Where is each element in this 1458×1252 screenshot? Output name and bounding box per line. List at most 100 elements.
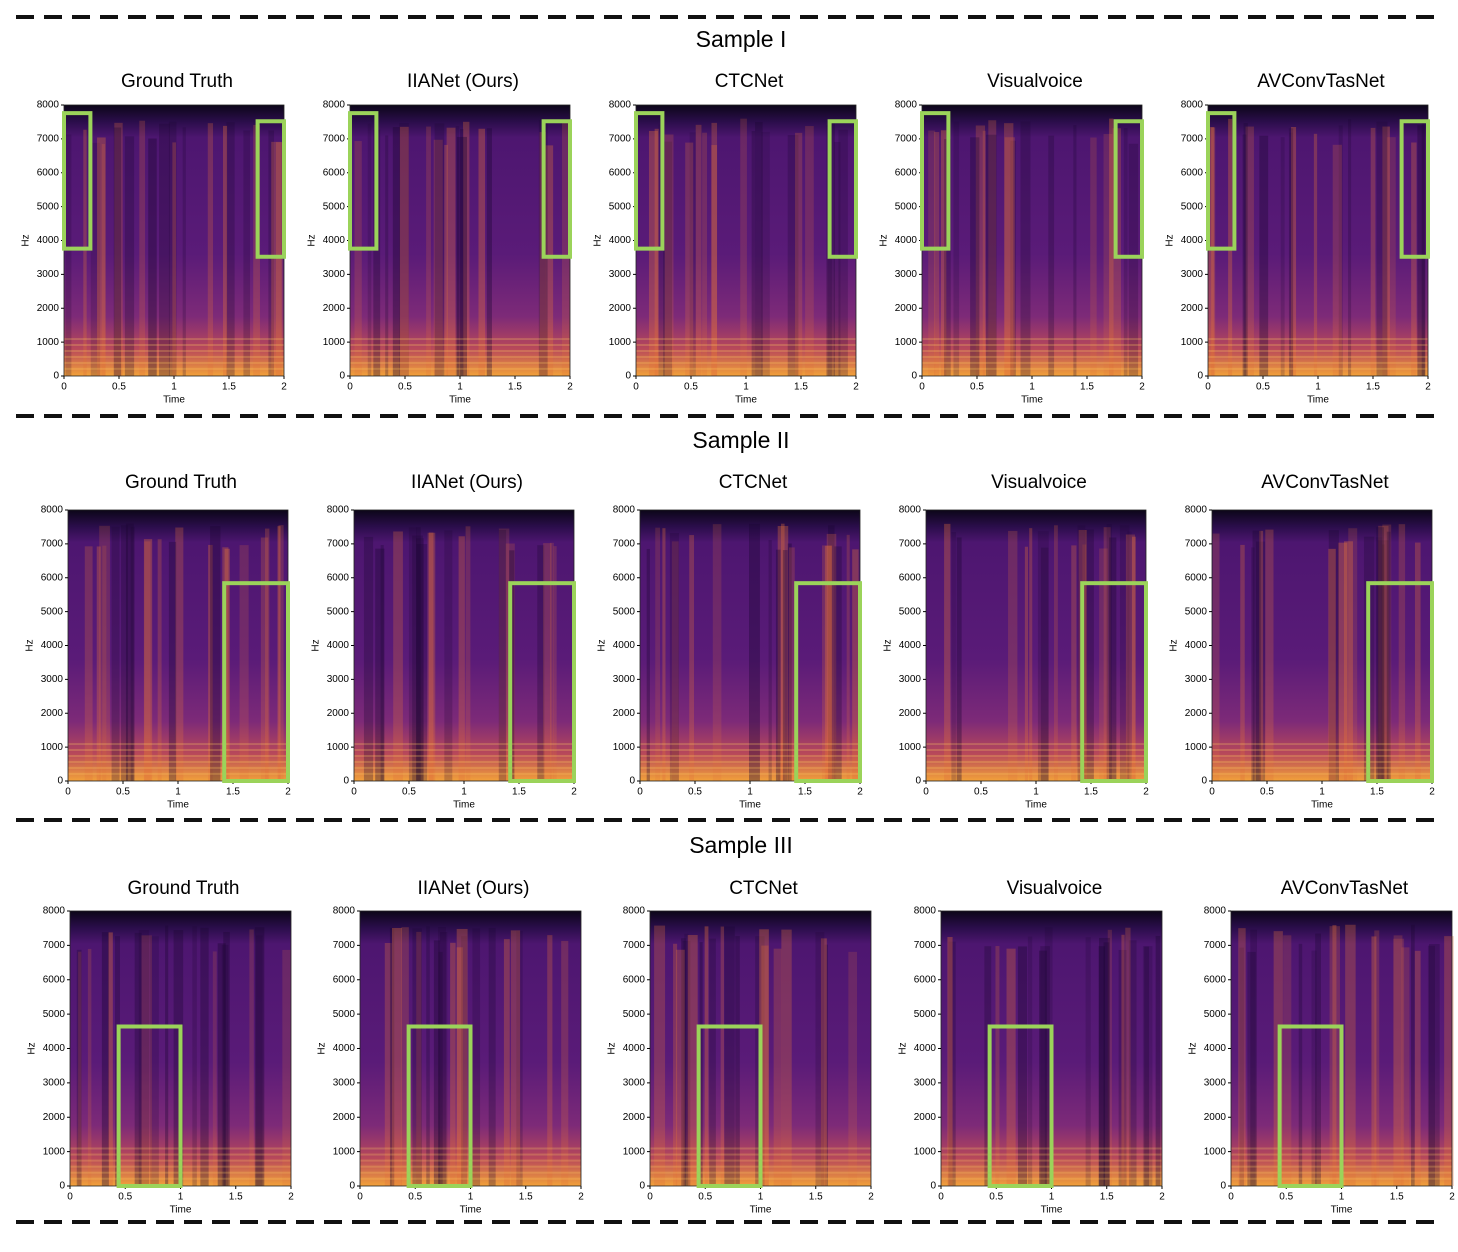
spectrogram-band [83, 129, 87, 376]
spectrogram-band [1444, 936, 1454, 1186]
spectrogram-band [1211, 127, 1216, 376]
y-tick-label: 4000 [333, 1043, 356, 1054]
spectrogram-band [282, 949, 292, 1186]
spectrogram-band [1239, 947, 1244, 1186]
x-tick-label: 2 [578, 1192, 584, 1203]
spectrogram-band [208, 544, 213, 781]
spectrogram-band [782, 550, 788, 781]
spectrogram-band [385, 135, 389, 376]
x-tick-label: 0.5 [989, 1192, 1003, 1203]
spectrogram-band [96, 546, 101, 781]
harmonic [1208, 344, 1428, 347]
y-tick-label: 3000 [41, 674, 64, 685]
spectrogram-band [159, 123, 170, 376]
spectrogram-band [934, 132, 940, 376]
harmonic [636, 349, 856, 352]
harmonic [1208, 355, 1428, 358]
spectrogram-band [375, 548, 385, 781]
spectrogram-band [416, 931, 422, 1186]
spectrogram-band [695, 124, 702, 376]
spectrogram-band [1338, 542, 1348, 781]
y-axis-label: Hz [1169, 639, 1180, 651]
y-tick-label: 2000 [899, 708, 922, 719]
spectrogram-band [1131, 536, 1136, 781]
x-tick-label: 0 [637, 787, 643, 798]
x-tick-label: 0 [65, 787, 71, 798]
harmonic [1208, 338, 1428, 341]
x-tick-label: 2 [1159, 1192, 1165, 1203]
spectrogram-band [944, 523, 951, 781]
y-tick-label: 7000 [895, 134, 918, 145]
x-tick-label: 2 [868, 1192, 874, 1203]
y-tick-label: 1000 [623, 1146, 646, 1157]
y-tick-label: 7000 [37, 134, 60, 145]
y-tick-label: 6000 [1204, 974, 1227, 985]
spectrogram-panel: CTCNet 0 1000 2000 3000 4000 5000 6000 7000 8000 0… [593, 71, 860, 406]
y-tick-label: 4000 [1181, 235, 1204, 246]
x-tick-label: 0 [1205, 382, 1211, 393]
y-tick-label: 5000 [333, 1009, 356, 1020]
x-tick-label: 1 [175, 787, 181, 798]
harmonic [68, 760, 288, 763]
spectrogram-band [1006, 948, 1016, 1186]
harmonic [636, 344, 856, 347]
y-axis-label: Hz [597, 639, 608, 651]
x-tick-label: 0.5 [970, 382, 984, 393]
harmonic [64, 355, 284, 358]
spectrogram-band [472, 928, 481, 1186]
highlight-box [794, 581, 863, 783]
spectrogram-band [416, 527, 421, 781]
spectrogram-band [704, 926, 709, 1186]
highlight-box [348, 111, 379, 251]
spectrogram-band [99, 525, 110, 781]
y-axis-label: Hz [1188, 1042, 1199, 1054]
spectrogram-band [101, 144, 106, 376]
spectrogram-band [1370, 127, 1376, 376]
y-tick-label: 1000 [1204, 1146, 1227, 1157]
spectrogram-band [1265, 529, 1274, 781]
x-axis-label: Time [449, 395, 471, 406]
spectrogram-band [777, 525, 789, 781]
spectrogram-band [1040, 946, 1050, 1186]
spectrogram-band [1381, 544, 1385, 781]
harmonic [350, 349, 570, 352]
x-tick-label: 0 [1228, 1192, 1234, 1203]
spectrogram-band [1414, 950, 1421, 1186]
x-tick-label: 1.5 [798, 787, 812, 798]
spectrogram-band [699, 942, 703, 1186]
spectrogram-band [820, 938, 827, 1186]
x-tick-label: 2 [571, 787, 577, 798]
spectrogram-band [795, 132, 803, 376]
y-tick-label: 2000 [1185, 708, 1208, 719]
y-tick-label: 5000 [895, 201, 918, 212]
harmonic [926, 743, 1146, 746]
spectrogram-band [455, 126, 460, 376]
y-tick-label: 8000 [899, 505, 922, 516]
spectrogram [1208, 105, 1428, 376]
spectrogram-band [940, 130, 947, 376]
spectrogram-panel: Visualvoice 0 1000 2000 3000 4000 5000 6000 7000… [898, 878, 1166, 1216]
y-axis-label: Hz [898, 1042, 909, 1054]
spectrogram-band [953, 121, 960, 377]
spectrogram-band [456, 947, 463, 1186]
spectrogram-band [1393, 935, 1403, 1186]
spectrogram-band [775, 549, 781, 781]
spectrogram-band [702, 132, 708, 376]
x-axis-label: Time [460, 1205, 482, 1216]
highlight-box [1113, 119, 1144, 259]
highlight-box [222, 581, 290, 783]
spectrogram-band [165, 925, 169, 1186]
y-tick-label: 8000 [623, 906, 646, 917]
panel-title: IIANet (Ours) [411, 472, 523, 493]
spectrogram-band [168, 121, 177, 376]
panel-title: Visualvoice [987, 71, 1083, 92]
spectrogram-band [826, 533, 837, 781]
spectrogram-band [1382, 524, 1392, 781]
spectrogram-band [223, 125, 228, 376]
x-tick-label: 0 [1209, 787, 1215, 798]
x-tick-label: 2 [1139, 382, 1145, 393]
spectrogram-band [1142, 946, 1153, 1186]
spectrogram-band [689, 132, 696, 376]
y-tick-label: 8000 [609, 100, 632, 111]
spectrogram-band [1144, 946, 1150, 1186]
